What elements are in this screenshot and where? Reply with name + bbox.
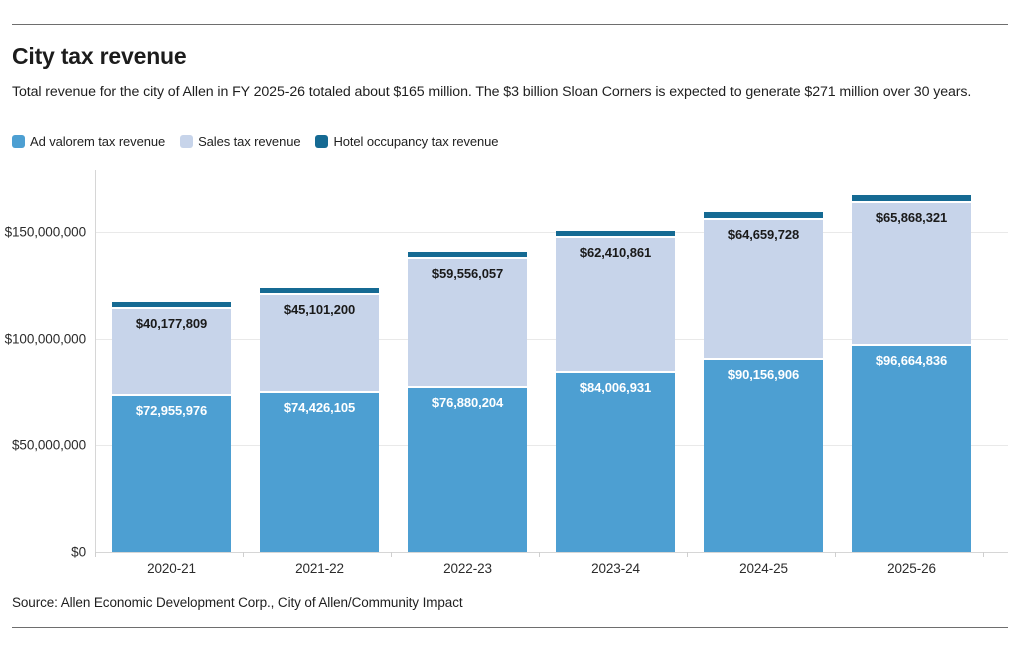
bar-2021-22: $74,426,105 $45,101,200	[260, 170, 379, 552]
bar-2023-24: $84,006,931 $62,410,861	[556, 170, 675, 552]
bar-segment-sales-tax-revenue: $64,659,728	[704, 219, 823, 358]
bar-segment-sales-tax-revenue: $65,868,321	[852, 203, 971, 344]
bar-segment-hotel-occupancy-tax-revenue	[112, 301, 231, 307]
x-axis-category-label: 2022-23	[443, 561, 492, 576]
bottom-divider	[12, 627, 1008, 628]
legend-swatch-ad-valorem	[12, 135, 25, 148]
bar-segment-ad-valorem-tax-revenue: $76,880,204	[408, 387, 527, 552]
x-axis-tickmark	[835, 552, 836, 557]
x-axis-tickmark	[687, 552, 688, 557]
y-axis	[95, 170, 96, 553]
source-credit: Source: Allen Economic Development Corp.…	[12, 595, 463, 610]
gridline	[95, 338, 1008, 340]
page-title: City tax revenue	[12, 43, 187, 69]
x-axis-tickmark	[95, 552, 96, 557]
bar-value-label: $84,006,931	[579, 379, 652, 395]
bar-2022-23: $76,880,204 $59,556,057	[408, 170, 527, 552]
legend-label: Sales tax revenue	[198, 134, 301, 149]
bar-segment-hotel-occupancy-tax-revenue	[408, 251, 527, 257]
legend-item-hotel-occupancy: Hotel occupancy tax revenue	[315, 134, 499, 149]
bar-value-label: $72,955,976	[135, 403, 208, 419]
bar-segment-sales-tax-revenue: $40,177,809	[112, 308, 231, 395]
bar-2025-26: $96,664,836 $65,868,321	[852, 170, 971, 552]
x-axis-tickmark	[539, 552, 540, 557]
x-axis-tickmark	[243, 552, 244, 557]
bar-value-label: $64,659,728	[727, 226, 800, 242]
chart-subtitle: Total revenue for the city of Allen in F…	[12, 84, 972, 100]
legend-label: Ad valorem tax revenue	[30, 134, 166, 149]
legend-swatch-sales	[180, 135, 194, 148]
bar-segment-hotel-occupancy-tax-revenue	[852, 195, 971, 202]
bar-value-label: $90,156,906	[727, 366, 800, 382]
bar-segment-ad-valorem-tax-revenue: $72,955,976	[112, 396, 231, 552]
y-axis-tick-label: $0	[71, 544, 86, 560]
bar-2020-21: $72,955,976 $40,177,809	[112, 170, 231, 552]
y-axis-tick-label: $50,000,000	[12, 437, 86, 453]
bar-segment-sales-tax-revenue: $45,101,200	[260, 294, 379, 392]
x-axis-category-label: 2025-26	[887, 561, 936, 576]
bar-value-label: $45,101,200	[283, 301, 356, 317]
bar-value-label: $74,426,105	[283, 400, 356, 416]
x-axis-tickmark	[983, 552, 984, 557]
legend-label: Hotel occupancy tax revenue	[333, 134, 499, 149]
x-axis-category-label: 2023-24	[591, 561, 640, 576]
bar-value-label: $59,556,057	[431, 265, 504, 281]
legend-item-ad-valorem: Ad valorem tax revenue	[12, 134, 165, 149]
bar-segment-hotel-occupancy-tax-revenue	[704, 212, 823, 218]
bar-segment-sales-tax-revenue: $59,556,057	[408, 258, 527, 386]
x-axis-category-label: 2024-25	[739, 561, 788, 576]
gridline	[95, 231, 1008, 233]
bar-segment-ad-valorem-tax-revenue: $90,156,906	[704, 359, 823, 552]
bar-segment-ad-valorem-tax-revenue: $96,664,836	[852, 345, 971, 552]
x-axis-tickmark	[391, 552, 392, 557]
bar-value-label: $96,664,836	[875, 352, 948, 368]
y-axis-tick-label: $100,000,000	[4, 331, 86, 347]
bar-value-label: $76,880,204	[431, 394, 504, 410]
bar-segment-ad-valorem-tax-revenue: $74,426,105	[260, 393, 379, 552]
bar-segment-hotel-occupancy-tax-revenue	[260, 288, 379, 293]
legend-swatch-hotel-occupancy	[315, 135, 329, 148]
legend-item-sales: Sales tax revenue	[180, 134, 301, 149]
gridline	[95, 445, 1008, 447]
top-divider	[12, 24, 1008, 25]
chart: $0 $50,000,000 $100,000,000 $150,000,000 $72…	[0, 170, 1020, 582]
bar-value-label: $65,868,321	[875, 210, 948, 226]
bar-segment-hotel-occupancy-tax-revenue	[556, 230, 675, 236]
bar-value-label: $40,177,809	[135, 315, 208, 331]
x-axis-category-label: 2021-22	[295, 561, 344, 576]
bar-segment-sales-tax-revenue: $62,410,861	[556, 237, 675, 371]
x-axis-category-label: 2020-21	[147, 561, 196, 576]
x-axis	[95, 552, 1008, 553]
bar-segment-ad-valorem-tax-revenue: $84,006,931	[556, 372, 675, 552]
bar-2024-25: $90,156,906 $64,659,728	[704, 170, 823, 552]
y-axis-tick-label: $150,000,000	[4, 224, 86, 240]
bar-value-label: $62,410,861	[579, 244, 652, 260]
chart-legend: Ad valorem tax revenue Sales tax revenue…	[12, 134, 499, 149]
